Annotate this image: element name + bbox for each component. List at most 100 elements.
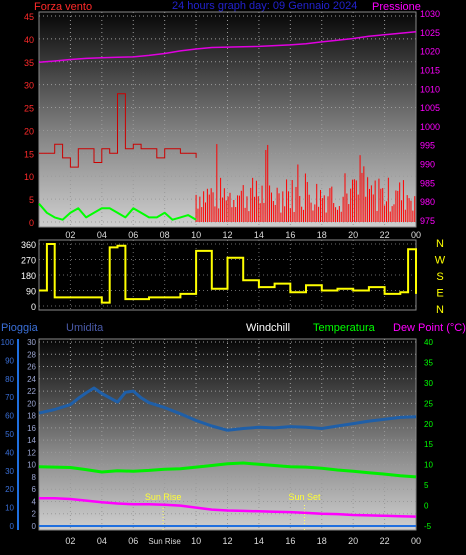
temperature-tick-label: -5 xyxy=(424,522,432,531)
pressure-tick-label: 1015 xyxy=(420,65,440,75)
wind-tick-label: 20 xyxy=(24,126,34,136)
compass-label: N xyxy=(436,238,444,250)
pressure-tick-label: 1010 xyxy=(420,84,440,94)
rain-tick-label: 0 xyxy=(10,522,15,531)
temperature-tick-label: 25 xyxy=(424,399,433,408)
pressure-line xyxy=(38,30,417,63)
compass-label: N xyxy=(436,304,444,316)
pressure-tick-label: 995 xyxy=(420,141,435,151)
humidity-tick-label: 26 xyxy=(27,363,36,372)
windchill-label: Windchill xyxy=(246,322,290,334)
wind-axis-label: Forza vento xyxy=(34,1,92,13)
time-tick-label: 18 xyxy=(317,230,327,240)
rain-tick-label: 90 xyxy=(5,356,14,365)
pressure-tick-label: 990 xyxy=(420,160,435,170)
temperature-tick-label: 20 xyxy=(424,420,433,429)
sun-marker-label: Sun Rise xyxy=(145,492,182,502)
time-tick-label: 22 xyxy=(380,230,390,240)
humidity-tick-label: 6 xyxy=(32,485,37,494)
direction-tick-label: 90 xyxy=(26,287,36,297)
humidity-tick-label: 2 xyxy=(32,510,37,519)
time-tick-label: 02 xyxy=(65,536,75,546)
temperature-tick-label: 40 xyxy=(424,338,433,347)
humidity-axis-label: Umidita xyxy=(66,322,104,334)
humidity-tick-label: 8 xyxy=(32,473,37,482)
wind-tick-label: 10 xyxy=(24,172,34,182)
humidity-tick-label: 24 xyxy=(27,375,36,384)
pressure-tick-label: 985 xyxy=(420,178,435,188)
rain-tick-label: 50 xyxy=(5,430,14,439)
rain-tick-label: 70 xyxy=(5,393,14,402)
time-tick-label: 18 xyxy=(317,536,327,546)
wind-pressure-series xyxy=(38,30,417,222)
wind-tick-label: 0 xyxy=(29,218,34,228)
chart-title: 24 hours graph day: 09 Gennaio 2024 xyxy=(172,0,357,12)
wind-speed-line xyxy=(39,93,197,168)
time-tick-label: 08 xyxy=(160,230,170,240)
wind-direction-line xyxy=(39,243,417,304)
time-tick-label: 02 xyxy=(65,230,75,240)
rain-tick-label: 100 xyxy=(1,338,15,347)
wind-tick-label: 25 xyxy=(24,104,34,114)
pressure-axis-label: Pressione xyxy=(372,1,421,13)
dew-point-line xyxy=(39,496,417,518)
wind-average-line xyxy=(38,203,197,221)
wind-tick-label: 40 xyxy=(24,35,34,45)
direction-tick-label: 0 xyxy=(31,302,36,312)
direction-tick-label: 180 xyxy=(21,271,36,281)
wind-panel-frame xyxy=(38,11,417,228)
wind-tick-label: 35 xyxy=(24,58,34,68)
rain-axis-label: Pioggia xyxy=(1,322,39,334)
time-tick-label: 16 xyxy=(285,230,295,240)
humidity-tick-label: 0 xyxy=(32,522,37,531)
humidity-line xyxy=(38,386,417,432)
wind-tick-label: 30 xyxy=(24,81,34,91)
axis-tick-labels: 0510152025303540459759809859909951000100… xyxy=(1,9,446,546)
rain-tick-label: 60 xyxy=(5,412,14,421)
time-tick-label: 06 xyxy=(128,230,138,240)
temperature-label: Temperatura xyxy=(313,322,376,334)
temperature-tick-label: 30 xyxy=(424,379,433,388)
temperature-tick-label: 10 xyxy=(424,461,433,470)
temperature-panel-frame xyxy=(38,338,417,531)
time-tick-label: 22 xyxy=(380,536,390,546)
time-tick-label: 20 xyxy=(348,536,358,546)
humidity-tick-label: 4 xyxy=(32,497,37,506)
temperature-tick-label: 35 xyxy=(424,358,433,367)
rain-tick-label: 30 xyxy=(5,467,14,476)
humidity-tick-label: 12 xyxy=(27,448,36,457)
temperature-panel-background xyxy=(39,339,416,530)
sun-marker-label: Sun Set xyxy=(288,492,321,502)
humidity-tick-label: 30 xyxy=(27,338,36,347)
time-tick-label: 20 xyxy=(348,230,358,240)
pressure-tick-label: 1030 xyxy=(420,9,440,19)
time-tick-label: 12 xyxy=(222,230,232,240)
wind-tick-label: 45 xyxy=(24,12,34,22)
wind-tick-label: 15 xyxy=(24,149,34,159)
time-tick-label: 00 xyxy=(411,230,421,240)
humidity-tick-label: 16 xyxy=(27,424,36,433)
time-tick-label: 14 xyxy=(254,536,264,546)
humidity-tick-label: 18 xyxy=(27,412,36,421)
wind-panel-grid xyxy=(39,12,417,227)
time-tick-label: 14 xyxy=(254,230,264,240)
humidity-tick-label: 28 xyxy=(27,350,36,359)
pressure-tick-label: 1025 xyxy=(420,28,440,38)
temperature-tick-label: 5 xyxy=(424,481,429,490)
rain-tick-label: 80 xyxy=(5,375,14,384)
time-tick-label: Sun Rise xyxy=(148,537,181,546)
humidity-tick-label: 20 xyxy=(27,399,36,408)
pressure-tick-label: 1005 xyxy=(420,103,440,113)
time-tick-label: 16 xyxy=(285,536,295,546)
time-tick-label: 00 xyxy=(411,536,421,546)
time-tick-label: 04 xyxy=(97,536,107,546)
time-tick-label: 12 xyxy=(222,536,232,546)
temperature-tick-label: 15 xyxy=(424,440,433,449)
rain-tick-label: 40 xyxy=(5,448,14,457)
time-tick-label: 10 xyxy=(191,230,201,240)
temperature-series: Sun Rise Sun Set xyxy=(38,386,417,530)
direction-tick-label: 360 xyxy=(21,240,36,250)
time-tick-label: 06 xyxy=(128,536,138,546)
time-tick-label: 10 xyxy=(191,536,201,546)
